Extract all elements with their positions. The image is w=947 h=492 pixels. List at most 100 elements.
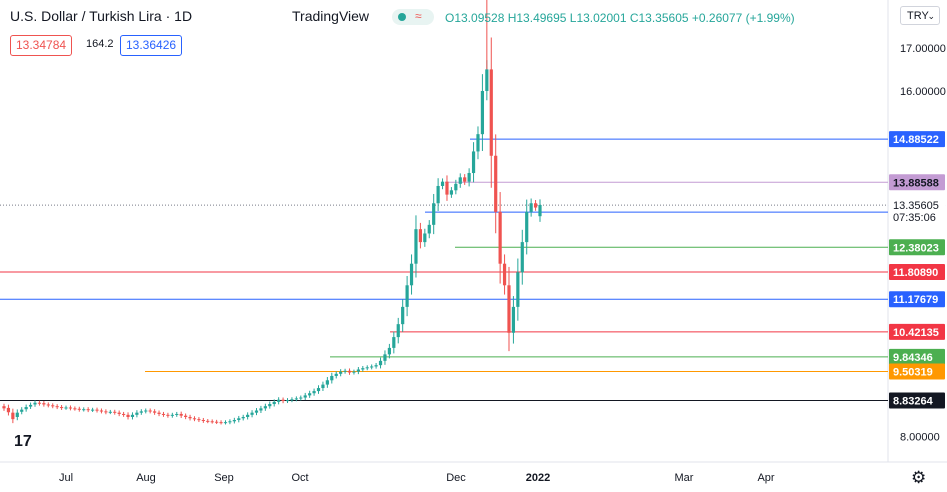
candle-body [130, 414, 135, 417]
candle-body [485, 69, 489, 91]
candle-body [347, 370, 352, 373]
sell-price-button[interactable]: 13.34784 [10, 35, 73, 56]
candle-body [161, 413, 166, 415]
candle-body [498, 211, 502, 264]
candle-body [423, 233, 427, 243]
candle-body [126, 414, 130, 417]
y-tick-label: 17.00000 [900, 43, 946, 55]
candle-body [153, 411, 157, 413]
candle-body [46, 404, 50, 406]
candle-body [24, 407, 28, 410]
level-price-tag [889, 348, 945, 365]
candle-body [237, 418, 241, 421]
candle-body [308, 393, 312, 396]
candle-body [516, 272, 520, 307]
candle-body [210, 421, 214, 423]
candle-body [370, 366, 374, 368]
y-tick-label: 16.00000 [900, 86, 946, 98]
candle-body [148, 410, 152, 412]
market-open-dot [398, 13, 406, 21]
level-price-label: 10.42135 [893, 327, 939, 339]
wave-icon: ≈ [415, 9, 422, 23]
candle-body [471, 151, 476, 174]
gear-icon[interactable]: ⚙ [911, 468, 927, 487]
candle-body [352, 371, 356, 373]
candle-body [11, 412, 15, 420]
candle-body [108, 411, 112, 413]
candle-body [259, 408, 263, 411]
x-tick-label: Sep [214, 472, 234, 484]
candle-body [334, 373, 338, 376]
ohlc-readout: O13.09528 H13.49695 L13.02001 C13.35605 … [445, 11, 795, 25]
candle-body [454, 183, 458, 191]
candle-body [361, 368, 365, 370]
candle-body [33, 402, 37, 405]
candle-body [51, 405, 55, 407]
x-tick-label: Oct [291, 472, 308, 484]
candle-body [365, 367, 369, 369]
candle-body [139, 411, 143, 413]
level-price-tag [889, 239, 945, 256]
candle-body [392, 337, 396, 348]
candle-body [219, 422, 223, 424]
candle-body [494, 155, 498, 212]
candle-body [529, 203, 533, 212]
last-price-tag [889, 197, 945, 226]
market-status-toggle[interactable]: ≈ [392, 9, 434, 25]
candle-body [232, 420, 236, 422]
candle-body [330, 375, 334, 381]
candle-body [272, 401, 276, 405]
level-price-tag [889, 263, 945, 280]
level-price-tag [889, 131, 945, 148]
candle-body [356, 369, 360, 372]
candle-body [316, 388, 321, 392]
candle-body [520, 242, 524, 273]
candle-body [299, 397, 303, 399]
candle-body [294, 398, 298, 400]
candle-body [476, 134, 480, 152]
level-price-label: 12.38023 [893, 242, 939, 254]
candle-body [250, 412, 254, 415]
candle-body [427, 224, 431, 234]
last-price-label: 13.35605 [893, 200, 939, 212]
candle-body [228, 421, 232, 423]
candle-body [414, 229, 418, 264]
candle-body [6, 407, 11, 413]
candle-body [325, 380, 329, 385]
countdown-label: 07:35:06 [893, 212, 936, 224]
symbol-title[interactable]: U.S. Dollar / Turkish Lira · 1D [10, 8, 193, 24]
level-price-tag [889, 174, 945, 191]
candle-body [281, 399, 285, 402]
candle-body [223, 422, 228, 424]
candle-body [15, 412, 19, 417]
x-tick-label: Dec [446, 472, 466, 484]
candle-body [188, 416, 192, 419]
x-tick-label: Apr [757, 472, 774, 484]
candle-body [113, 411, 117, 413]
candle-body [511, 306, 516, 333]
tradingview-logo-icon[interactable]: 17 [14, 433, 32, 450]
buy-price-button[interactable]: 13.36426 [120, 35, 183, 56]
candle-body [538, 204, 542, 217]
candle-body [290, 399, 294, 401]
x-tick-label: 2022 [526, 472, 550, 484]
candle-body [467, 173, 471, 182]
candle-body [246, 414, 250, 417]
candle-body [445, 181, 449, 195]
candle-body [2, 406, 6, 409]
candle-body [42, 403, 46, 405]
candle-body [82, 409, 86, 411]
x-tick-label: Aug [136, 472, 156, 484]
candle-body [28, 404, 33, 407]
candle-body [90, 409, 95, 411]
level-price-label: 8.83264 [893, 395, 934, 407]
candle-body [480, 90, 485, 135]
chevron-down-icon: ⌄ [927, 11, 935, 21]
candle-body [157, 412, 161, 414]
x-tick-label: Jul [59, 472, 73, 484]
candle-body [170, 414, 174, 416]
candle-body [263, 406, 267, 409]
currency-select[interactable]: TRY ⌄ [900, 6, 940, 25]
candle-body [277, 399, 281, 402]
